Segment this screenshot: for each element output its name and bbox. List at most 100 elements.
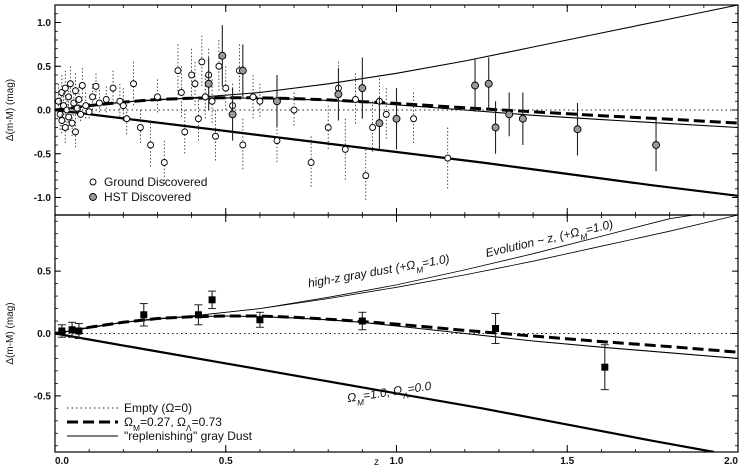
data-point xyxy=(375,96,384,150)
ground-discovered-marker xyxy=(82,102,90,110)
data-point xyxy=(147,123,155,167)
data-point xyxy=(392,88,401,150)
ground-discovered-marker xyxy=(119,102,127,110)
y-axis-label: Δ(m-M) (mag) xyxy=(5,79,16,141)
model-curves xyxy=(55,215,738,452)
ground-discovered-marker xyxy=(410,115,418,123)
data-point xyxy=(78,68,86,103)
data-point xyxy=(255,311,264,328)
ground-discovered-marker xyxy=(77,110,85,118)
data-point xyxy=(160,140,168,185)
y-tick-label: 1.0 xyxy=(37,18,51,29)
x-tick-label: 1.5 xyxy=(560,456,574,467)
ground-discovered-marker xyxy=(177,89,185,96)
model-curve xyxy=(55,314,738,354)
data-point xyxy=(95,89,103,117)
hst-discovered-marker xyxy=(491,123,500,132)
line-legend: Empty (Ω=0)ΩM=0.27, ΩΛ=0.73"replenishing… xyxy=(67,401,253,443)
ground-discovered-marker xyxy=(130,80,137,88)
model-curve xyxy=(55,108,738,197)
data-point xyxy=(123,101,131,137)
data-point xyxy=(358,311,367,331)
hst-discovered-marker xyxy=(518,114,527,123)
data-point xyxy=(249,75,257,119)
ground-discovered-marker xyxy=(181,128,189,136)
data-point xyxy=(66,66,74,102)
data-point xyxy=(174,44,182,97)
hst-discovered-marker xyxy=(228,110,237,119)
hst-discovered-marker xyxy=(204,79,213,88)
data-point xyxy=(505,92,514,137)
model-curve xyxy=(55,332,715,452)
ground-discovered-marker xyxy=(61,84,69,92)
ground-discovered-marker xyxy=(382,110,390,118)
model-curve xyxy=(55,215,738,334)
binned-data-marker xyxy=(58,327,66,335)
data-point xyxy=(177,66,185,119)
curve-annotations: high-z gray dust (+ΩM=1.0)Evolution ~ z,… xyxy=(307,217,615,408)
ground-discovered-marker xyxy=(362,172,370,180)
data-point xyxy=(652,118,660,172)
hst-discovered-marker xyxy=(392,114,401,123)
ground-discovered-marker xyxy=(352,96,359,103)
data-point xyxy=(273,75,281,128)
data-point xyxy=(239,118,247,172)
ground-discovered-marker xyxy=(194,115,202,123)
y-tick-label: 0.5 xyxy=(37,267,51,278)
y-tick-label: -0.5 xyxy=(34,391,52,402)
data-point xyxy=(491,101,500,154)
data-point xyxy=(491,313,500,344)
hst-discovered-marker xyxy=(273,97,281,106)
data-point xyxy=(518,92,527,145)
hst-discovered-marker xyxy=(238,66,247,75)
binned-data-marker xyxy=(601,363,609,371)
ground-discovered-marker xyxy=(73,104,81,112)
ground-discovered-marker xyxy=(153,93,161,101)
legend-label: Ground Discovered xyxy=(104,175,207,189)
ground-discovered-marker xyxy=(201,93,209,101)
data-point xyxy=(181,110,189,154)
data-point xyxy=(72,114,79,150)
data-point xyxy=(116,83,124,119)
ground-discovered-marker xyxy=(174,67,182,75)
data-point xyxy=(358,57,367,119)
hst-discovered-marker xyxy=(375,119,384,128)
ground-discovered-marker xyxy=(72,128,79,136)
data-point xyxy=(102,86,110,113)
data-point xyxy=(208,290,217,310)
legend-marker-ground xyxy=(89,178,97,186)
binned-data-marker xyxy=(358,317,366,325)
x-tick-label: 1.0 xyxy=(390,456,404,467)
data-point xyxy=(119,88,127,124)
data-point xyxy=(307,136,315,189)
data-point xyxy=(238,44,247,97)
data-point xyxy=(74,323,83,339)
data-points xyxy=(55,25,660,202)
data-point xyxy=(89,83,97,110)
legend-label: Empty (Ω=0) xyxy=(124,401,192,415)
data-point xyxy=(256,83,264,119)
ground-discovered-marker xyxy=(66,80,74,88)
ground-discovered-marker xyxy=(369,124,377,131)
data-points xyxy=(57,290,609,391)
ground-discovered-marker xyxy=(60,102,67,110)
data-point xyxy=(82,92,90,119)
binned-data-marker xyxy=(492,325,500,333)
ground-discovered-marker xyxy=(65,113,73,121)
data-point xyxy=(212,110,219,163)
legend-marker-hst xyxy=(89,193,97,201)
ground-discovered-marker xyxy=(307,159,315,166)
ground-discovered-marker xyxy=(188,71,196,79)
ground-discovered-marker xyxy=(147,141,155,149)
ground-discovered-marker xyxy=(273,137,281,145)
ground-discovered-marker xyxy=(61,124,69,131)
hst-discovered-marker xyxy=(652,141,660,149)
data-point xyxy=(382,88,390,141)
binned-data-marker xyxy=(194,311,202,319)
data-point xyxy=(136,110,144,145)
legend-label: HST Discovered xyxy=(104,190,191,204)
data-point xyxy=(194,304,203,326)
data-point xyxy=(139,303,148,327)
binned-data-marker xyxy=(208,296,216,304)
